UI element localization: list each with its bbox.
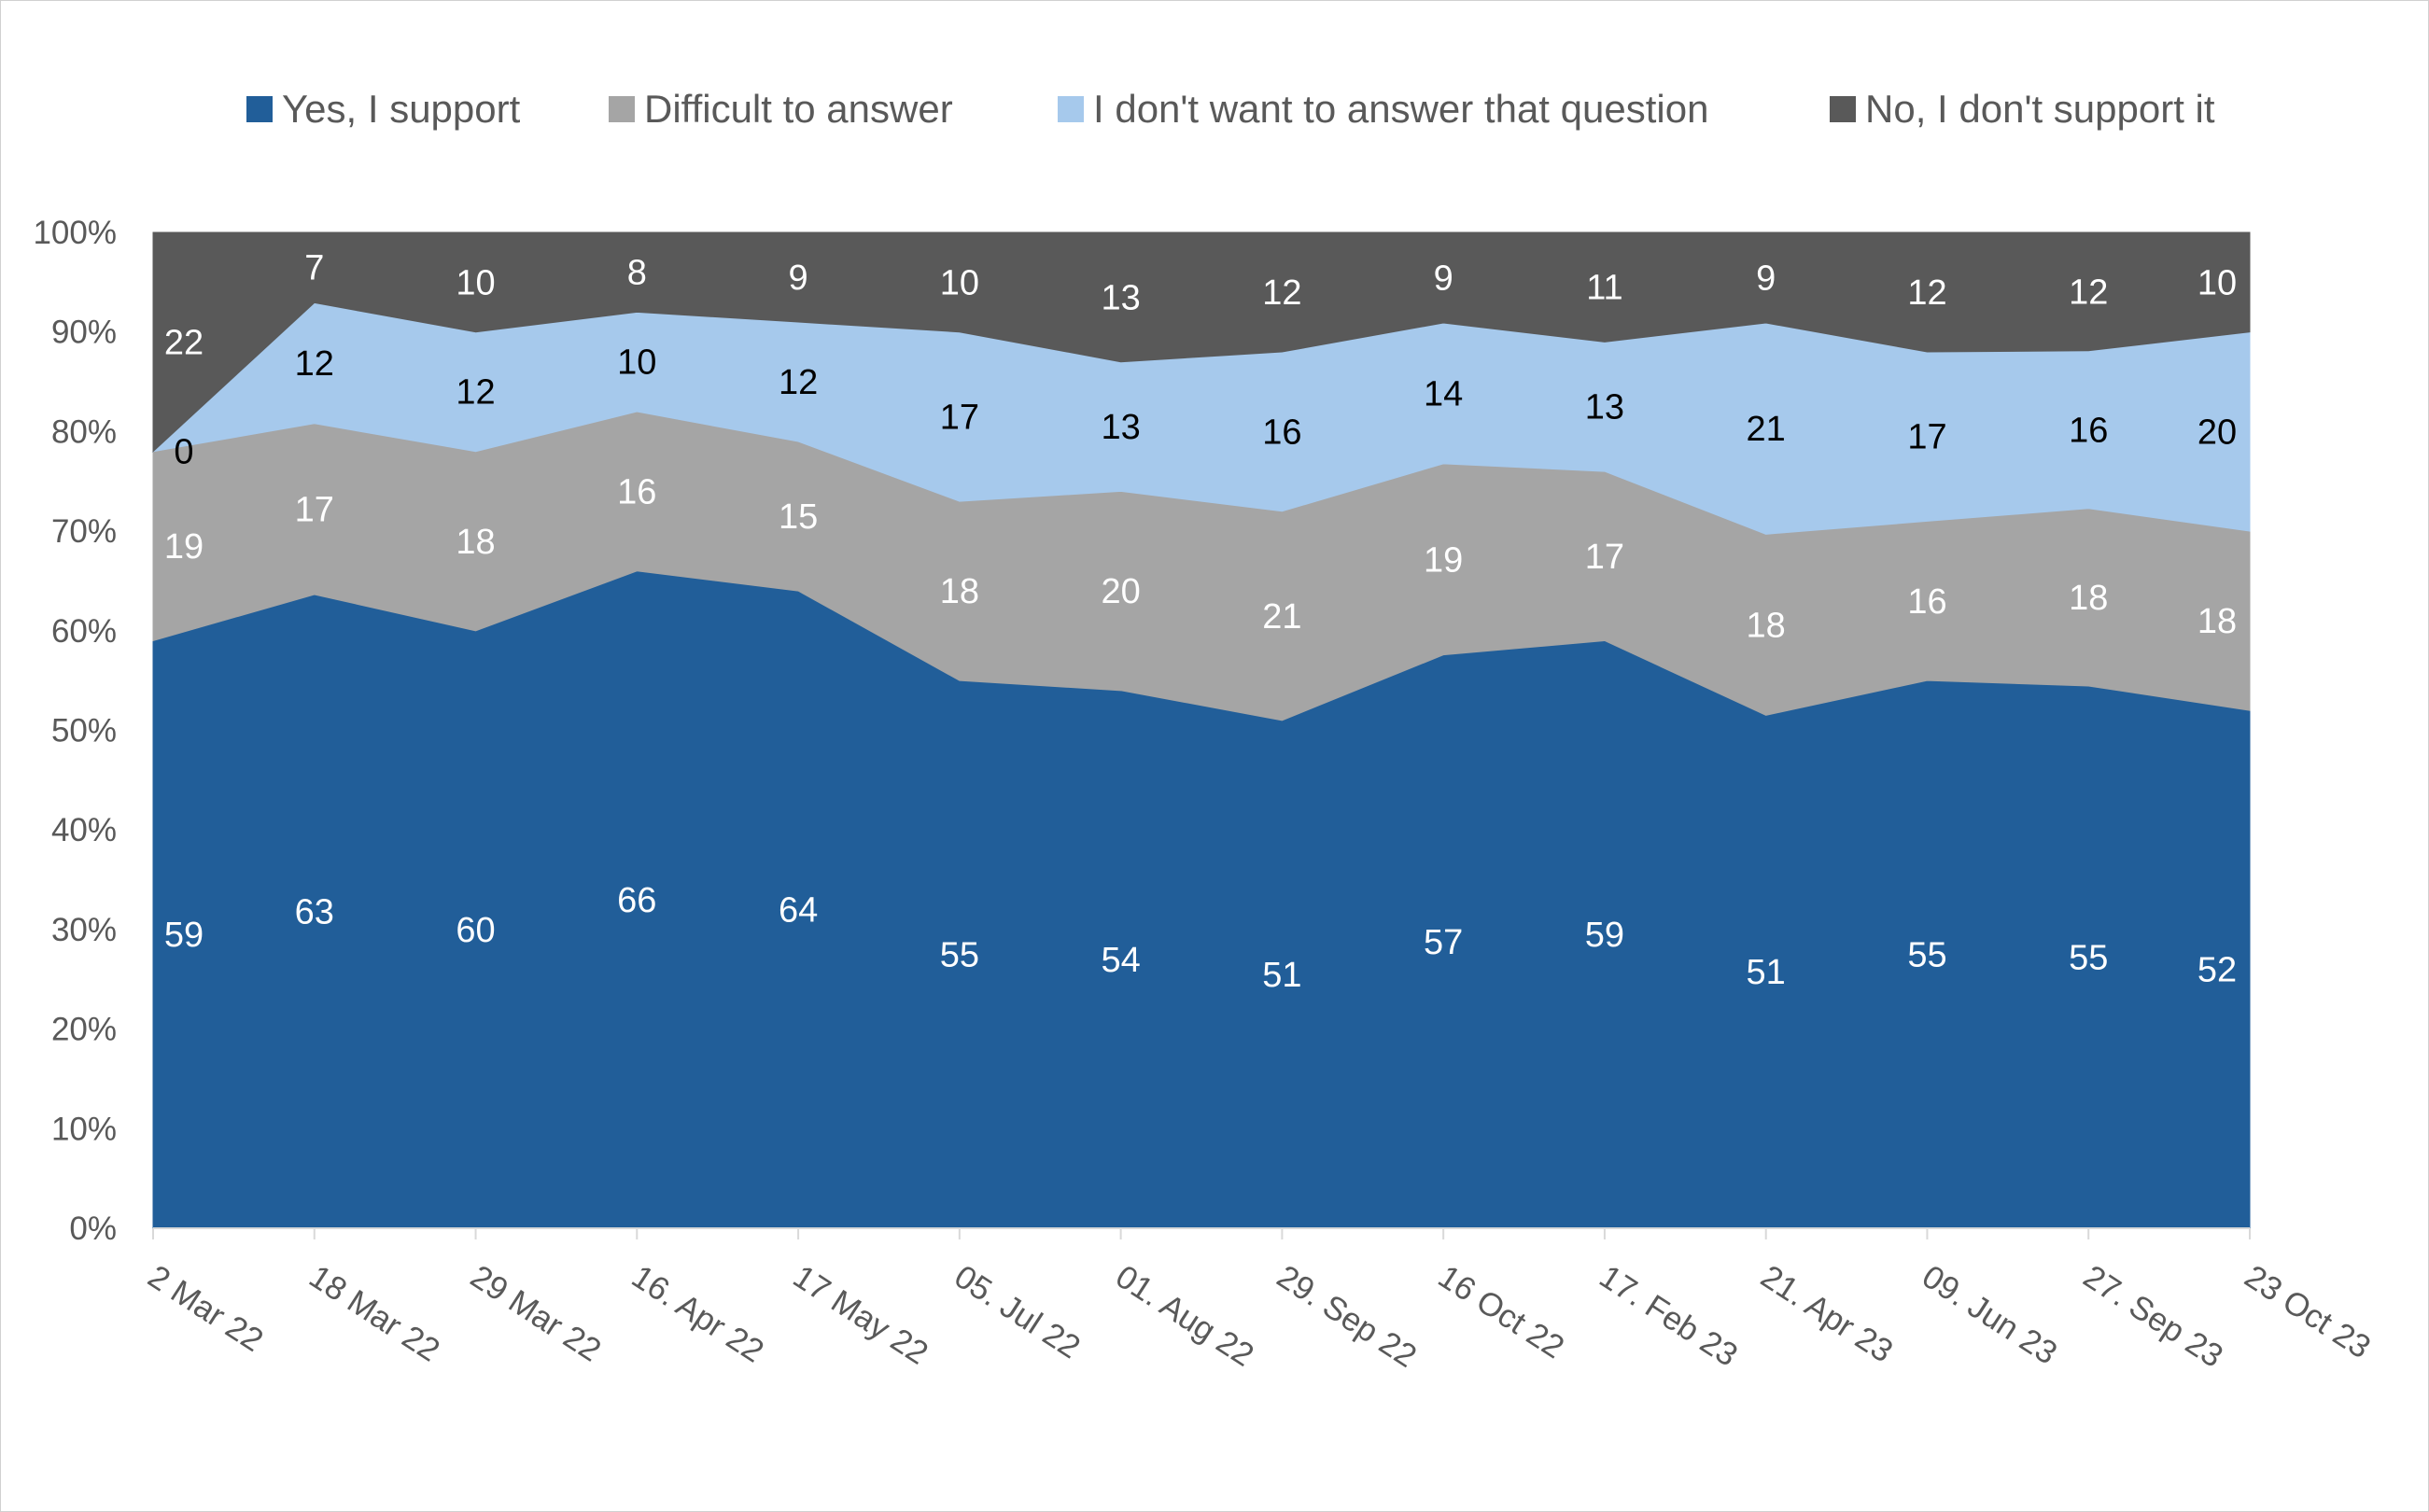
data-label-s2-p5: 15 [779, 497, 818, 537]
x-tick-label: 16. Apr 22 [625, 1258, 770, 1370]
data-label-s3-p7: 13 [1101, 408, 1140, 447]
x-tick-label: 17. Feb 23 [1594, 1258, 1745, 1374]
data-label-s4-p6: 10 [940, 263, 979, 302]
data-label-s4-p5: 9 [789, 259, 808, 298]
data-label-s2-p7: 20 [1101, 572, 1140, 611]
data-label-s1-p1: 59 [164, 916, 204, 955]
legend-swatch-2 [609, 96, 635, 122]
y-tick-label: 10% [51, 1111, 117, 1147]
chart-legend: Yes, I support Difficult to answer I don't… [246, 87, 2215, 131]
data-label-s3-p9: 14 [1424, 374, 1463, 413]
x-tick-label: 29 Mar 22 [464, 1258, 607, 1369]
data-label-s4-p11: 9 [1756, 259, 1776, 299]
data-label-s2-p12: 16 [1907, 582, 1946, 622]
data-label-s3-p11: 21 [1747, 410, 1786, 449]
data-label-s1-p12: 55 [1907, 936, 1946, 975]
y-tick-label: 100% [33, 215, 117, 251]
legend-label-3: I don't want to answer that question [1093, 87, 1708, 131]
data-label-s3-p6: 17 [940, 398, 979, 437]
data-label-s1-p3: 60 [456, 911, 495, 950]
data-label-s1-p2: 63 [295, 893, 334, 932]
data-label-s2-p6: 18 [940, 572, 979, 611]
data-label-s1-p14: 52 [2197, 951, 2237, 990]
y-tick-label: 80% [51, 413, 117, 450]
data-label-s2-p10: 17 [1585, 538, 1624, 577]
data-label-s1-p6: 55 [940, 936, 979, 975]
data-label-s2-p1: 19 [164, 527, 204, 567]
data-label-s1-p8: 51 [1262, 956, 1301, 995]
data-label-s3-p5: 12 [779, 363, 818, 402]
data-label-s4-p14: 10 [2197, 263, 2237, 302]
data-label-s2-p8: 21 [1262, 597, 1301, 637]
data-label-s1-p9: 57 [1424, 923, 1463, 962]
y-tick-label: 60% [51, 613, 117, 650]
data-label-s4-p9: 9 [1434, 259, 1453, 299]
data-label-s4-p4: 8 [627, 254, 647, 293]
x-tick-label: 09. Jun 23 [1916, 1258, 2063, 1372]
data-label-s3-p8: 16 [1262, 413, 1301, 452]
data-label-s2-p2: 17 [295, 490, 334, 529]
data-label-s4-p10: 11 [1586, 269, 1622, 308]
x-tick-label: 2 Mar 22 [142, 1258, 270, 1359]
data-label-s2-p4: 16 [617, 472, 656, 511]
data-label-s3-p1: 0 [174, 433, 193, 472]
data-label-s1-p13: 55 [2069, 938, 2108, 977]
legend-swatch-3 [1058, 96, 1084, 122]
legend-swatch-1 [246, 96, 273, 122]
data-label-s4-p3: 10 [456, 263, 495, 302]
y-tick-label: 30% [51, 912, 117, 948]
x-tick-label: 29. Sep 22 [1271, 1258, 1423, 1375]
data-label-s2-p13: 18 [2069, 579, 2108, 618]
x-tick-label: 18 Mar 22 [302, 1258, 445, 1369]
data-label-s3-p2: 12 [295, 344, 334, 384]
data-label-s4-p12: 12 [1907, 273, 1946, 313]
data-label-s1-p7: 54 [1101, 941, 1140, 980]
x-tick-label: 01. Aug 22 [1109, 1258, 1260, 1374]
data-label-s1-p11: 51 [1747, 953, 1786, 992]
data-label-s2-p14: 18 [2197, 602, 2237, 641]
data-labels: 59 63 60 66 64 55 54 51 57 59 51 55 55 52 19 17 18 16 15 18… [164, 249, 2237, 995]
data-label-s4-p8: 12 [1262, 273, 1301, 313]
x-tick-label: 27. Sep 23 [2077, 1258, 2229, 1375]
data-label-s1-p4: 66 [617, 881, 656, 920]
chart-areas [151, 231, 2251, 1229]
y-tick-label: 90% [51, 315, 117, 351]
data-label-s4-p1: 22 [164, 323, 204, 362]
legend-label-1: Yes, I support [282, 87, 521, 131]
data-label-s3-p12: 17 [1907, 418, 1946, 457]
x-tick-label: 05. Jul 22 [948, 1258, 1087, 1365]
x-tick-label: 21. Apr 23 [1754, 1258, 1899, 1370]
y-tick-label: 50% [51, 713, 117, 749]
data-label-s4-p13: 12 [2069, 273, 2108, 312]
y-tick-label: 20% [51, 1012, 117, 1048]
area-series-4 [152, 231, 2251, 453]
x-tick-label: 23 Oct 23 [2239, 1258, 2378, 1365]
x-tick-label: 17 May 22 [787, 1258, 934, 1372]
y-tick-label: 70% [51, 513, 117, 550]
data-label-s3-p14: 20 [2197, 413, 2237, 452]
legend-label-4: No, I don't support it [1865, 87, 2215, 131]
data-label-s3-p10: 13 [1585, 388, 1624, 427]
y-tick-label: 40% [51, 812, 117, 848]
legend-swatch-4 [1830, 96, 1856, 122]
data-label-s3-p3: 12 [456, 373, 495, 413]
data-label-s3-p4: 10 [617, 343, 656, 383]
data-label-s2-p3: 18 [456, 523, 495, 562]
y-tick-label: 0% [69, 1211, 117, 1247]
data-label-s2-p11: 18 [1747, 606, 1786, 645]
x-tick-label: 16 Oct 22 [1432, 1258, 1571, 1365]
data-label-s2-p9: 19 [1424, 540, 1463, 580]
data-label-s4-p2: 7 [304, 249, 324, 288]
data-label-s1-p5: 64 [779, 891, 818, 931]
legend-label-2: Difficult to answer [644, 87, 953, 131]
data-label-s4-p7: 13 [1101, 278, 1140, 317]
data-label-s1-p10: 59 [1585, 916, 1624, 955]
data-label-s3-p13: 16 [2069, 411, 2108, 450]
